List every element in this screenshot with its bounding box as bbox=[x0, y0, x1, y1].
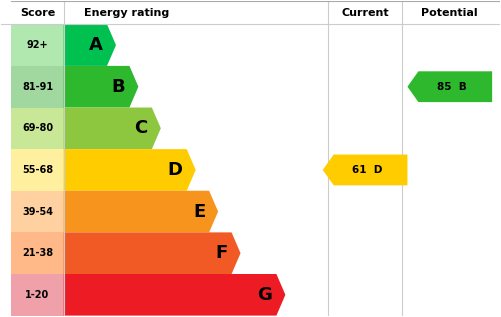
Text: 69-80: 69-80 bbox=[22, 123, 53, 133]
Text: A: A bbox=[89, 36, 103, 54]
Polygon shape bbox=[64, 24, 116, 66]
Text: F: F bbox=[215, 244, 227, 262]
Polygon shape bbox=[12, 232, 64, 274]
Text: 92+: 92+ bbox=[27, 40, 48, 50]
Text: C: C bbox=[135, 119, 148, 137]
Text: Energy rating: Energy rating bbox=[84, 8, 169, 18]
Polygon shape bbox=[12, 191, 64, 232]
Text: 55-68: 55-68 bbox=[22, 165, 53, 175]
Polygon shape bbox=[12, 66, 64, 107]
Polygon shape bbox=[2, 1, 499, 24]
Text: G: G bbox=[258, 286, 273, 304]
Text: D: D bbox=[168, 161, 183, 179]
Text: 1-20: 1-20 bbox=[26, 290, 50, 300]
Polygon shape bbox=[323, 155, 407, 185]
Polygon shape bbox=[64, 191, 218, 232]
Polygon shape bbox=[64, 149, 196, 191]
Text: Potential: Potential bbox=[421, 8, 478, 18]
Text: 85  B: 85 B bbox=[437, 82, 467, 92]
Text: Score: Score bbox=[20, 8, 55, 18]
Polygon shape bbox=[64, 107, 161, 149]
Text: 81-91: 81-91 bbox=[22, 82, 53, 92]
Text: 61  D: 61 D bbox=[352, 165, 383, 175]
Polygon shape bbox=[12, 24, 64, 66]
Text: B: B bbox=[112, 78, 125, 96]
Polygon shape bbox=[12, 107, 64, 149]
Polygon shape bbox=[64, 274, 286, 316]
Polygon shape bbox=[12, 274, 64, 316]
Polygon shape bbox=[407, 71, 492, 102]
Polygon shape bbox=[64, 66, 138, 107]
Text: E: E bbox=[193, 203, 205, 221]
Text: 21-38: 21-38 bbox=[22, 248, 53, 258]
Polygon shape bbox=[64, 232, 240, 274]
Polygon shape bbox=[12, 149, 64, 191]
Text: Current: Current bbox=[341, 8, 389, 18]
Text: 39-54: 39-54 bbox=[22, 207, 53, 217]
